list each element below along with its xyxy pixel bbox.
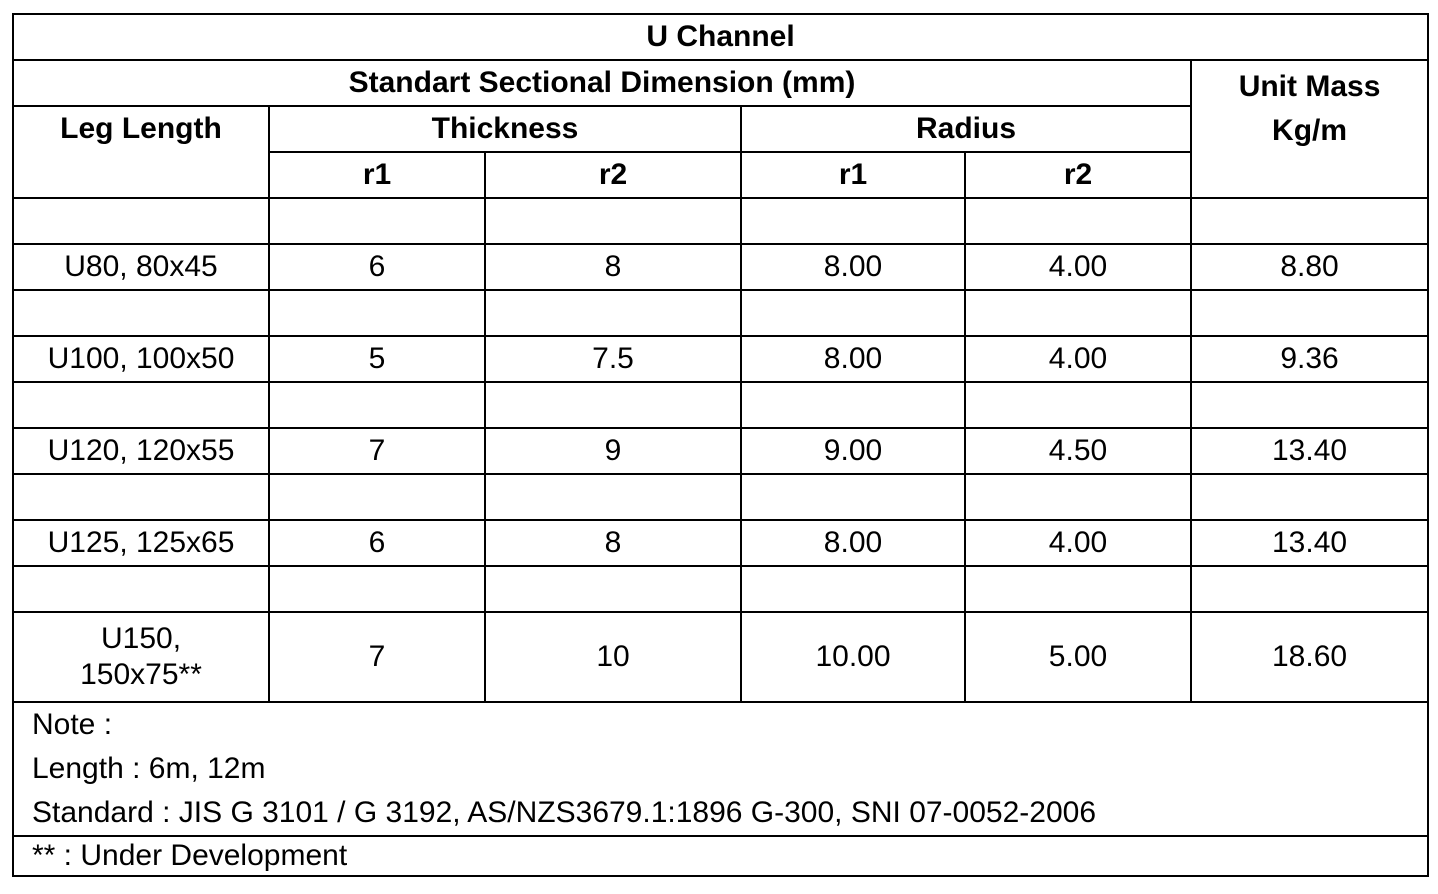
unit-mass-cell: 13.40 — [1189, 427, 1430, 475]
note-label: Note : — [32, 708, 113, 741]
empty-cell — [964, 473, 1192, 521]
radius-r1-cell: 9.00 — [740, 427, 966, 475]
leg-length-text: U150, 150x75** — [80, 622, 202, 691]
thickness-r2-cell: 7.5 — [484, 335, 742, 383]
empty-cell — [268, 381, 486, 429]
unit-mass-unit: Kg/m — [1272, 114, 1348, 147]
spacer-row — [12, 381, 1430, 429]
section-header-row: Standart Sectional Dimension (mm) Unit M… — [12, 59, 1430, 199]
empty-cell — [740, 197, 966, 245]
thickness-r2-cell: 9 — [484, 427, 742, 475]
unit-mass-label: Unit Mass — [1238, 70, 1381, 103]
empty-cell — [12, 565, 270, 613]
note-length: Length : 6m, 12m — [32, 752, 266, 785]
empty-cell — [1189, 289, 1430, 337]
radius-header: Radius — [740, 105, 1192, 153]
group-header-row: Leg Length Thickness Radius — [12, 105, 1428, 199]
radius-r1-header: r1 — [740, 151, 966, 199]
spacer-row — [12, 473, 1430, 521]
radius-r2-header: r2 — [964, 151, 1192, 199]
spacer-row — [12, 565, 1430, 613]
empty-cell — [964, 197, 1192, 245]
thickness-r1-cell: 7 — [268, 427, 486, 475]
thickness-r2-cell: 8 — [484, 519, 742, 567]
empty-cell — [1189, 473, 1430, 521]
radius-r1-cell: 8.00 — [740, 335, 966, 383]
radius-r2-cell: 4.00 — [964, 335, 1192, 383]
radius-r2-cell: 4.50 — [964, 427, 1192, 475]
leg-length-cell: U125, 125x65 — [12, 519, 270, 567]
empty-cell — [268, 473, 486, 521]
empty-cell — [740, 473, 966, 521]
table-row: U100, 100x50 5 7.5 8.00 4.00 9.36 — [12, 335, 1430, 383]
empty-cell — [484, 473, 742, 521]
spec-table-container: U Channel Standart Sectional Dimension (… — [11, 13, 1430, 877]
empty-cell — [12, 289, 270, 337]
thickness-r1-cell: 7 — [268, 611, 486, 703]
sub-header-row: r1 r2 r1 r2 — [13, 151, 1428, 199]
empty-cell — [964, 289, 1192, 337]
note-standard: Standard : JIS G 3101 / G 3192, AS/NZS36… — [32, 796, 1097, 829]
empty-cell — [12, 473, 270, 521]
thickness-r1-cell: 6 — [268, 519, 486, 567]
thickness-r2-header: r2 — [484, 151, 742, 199]
unit-mass-cell: 18.60 — [1189, 611, 1430, 703]
empty-cell — [268, 565, 486, 613]
table-title: U Channel — [11, 13, 1430, 61]
title-row: U Channel — [11, 13, 1430, 61]
unit-mass-cell: 13.40 — [1189, 519, 1430, 567]
empty-cell — [964, 381, 1192, 429]
empty-cell — [740, 381, 966, 429]
empty-cell — [1189, 381, 1430, 429]
empty-cell — [12, 197, 270, 245]
footnote-row: ** : Under Development — [11, 835, 1430, 877]
empty-cell — [484, 381, 742, 429]
empty-cell — [484, 565, 742, 613]
thickness-r2-cell: 10 — [484, 611, 742, 703]
u-channel-spec-table: U Channel Standart Sectional Dimension (… — [11, 13, 1430, 877]
thickness-header: Thickness — [268, 105, 742, 153]
empty-cell — [268, 289, 486, 337]
spacer-row — [12, 197, 1430, 245]
thickness-r1-cell: 6 — [268, 243, 486, 291]
unit-mass-cell: 9.36 — [1189, 335, 1430, 383]
empty-cell — [1189, 565, 1430, 613]
notes-row: Note : Length : 6m, 12m Standard : JIS G… — [11, 701, 1430, 837]
radius-r1-cell: 8.00 — [740, 519, 966, 567]
thickness-r1-header: r1 — [268, 151, 486, 199]
leg-length-cell: U150, 150x75** — [12, 611, 270, 703]
leg-length-header: Leg Length — [12, 105, 270, 199]
unit-mass-header: Unit Mass Kg/m — [1189, 59, 1430, 199]
empty-cell — [740, 565, 966, 613]
thickness-r2-cell: 8 — [484, 243, 742, 291]
empty-cell — [12, 381, 270, 429]
table-row: U125, 125x65 6 8 8.00 4.00 13.40 — [12, 519, 1430, 567]
empty-cell — [1189, 197, 1430, 245]
leg-length-cell: U120, 120x55 — [12, 427, 270, 475]
radius-r2-cell: 4.00 — [964, 519, 1192, 567]
unit-mass-cell: 8.80 — [1189, 243, 1430, 291]
notes-cell: Note : Length : 6m, 12m Standard : JIS G… — [11, 701, 1430, 837]
table-row: U120, 120x55 7 9 9.00 4.50 13.40 — [12, 427, 1430, 475]
radius-r1-cell: 10.00 — [740, 611, 966, 703]
leg-length-cell: U100, 100x50 — [12, 335, 270, 383]
leg-length-cell: U80, 80x45 — [12, 243, 270, 291]
empty-cell — [740, 289, 966, 337]
table-row: U150, 150x75** 7 10 10.00 5.00 18.60 — [12, 611, 1430, 703]
section-header: Standart Sectional Dimension (mm) — [12, 59, 1192, 107]
empty-cell — [484, 197, 742, 245]
table-row: U80, 80x45 6 8 8.00 4.00 8.80 — [12, 243, 1430, 291]
empty-cell — [268, 197, 486, 245]
footnote-cell: ** : Under Development — [11, 835, 1430, 877]
radius-r1-cell: 8.00 — [740, 243, 966, 291]
thickness-r1-cell: 5 — [268, 335, 486, 383]
radius-r2-cell: 4.00 — [964, 243, 1192, 291]
empty-cell — [484, 289, 742, 337]
radius-r2-cell: 5.00 — [964, 611, 1192, 703]
spacer-row — [12, 289, 1430, 337]
empty-cell — [964, 565, 1192, 613]
